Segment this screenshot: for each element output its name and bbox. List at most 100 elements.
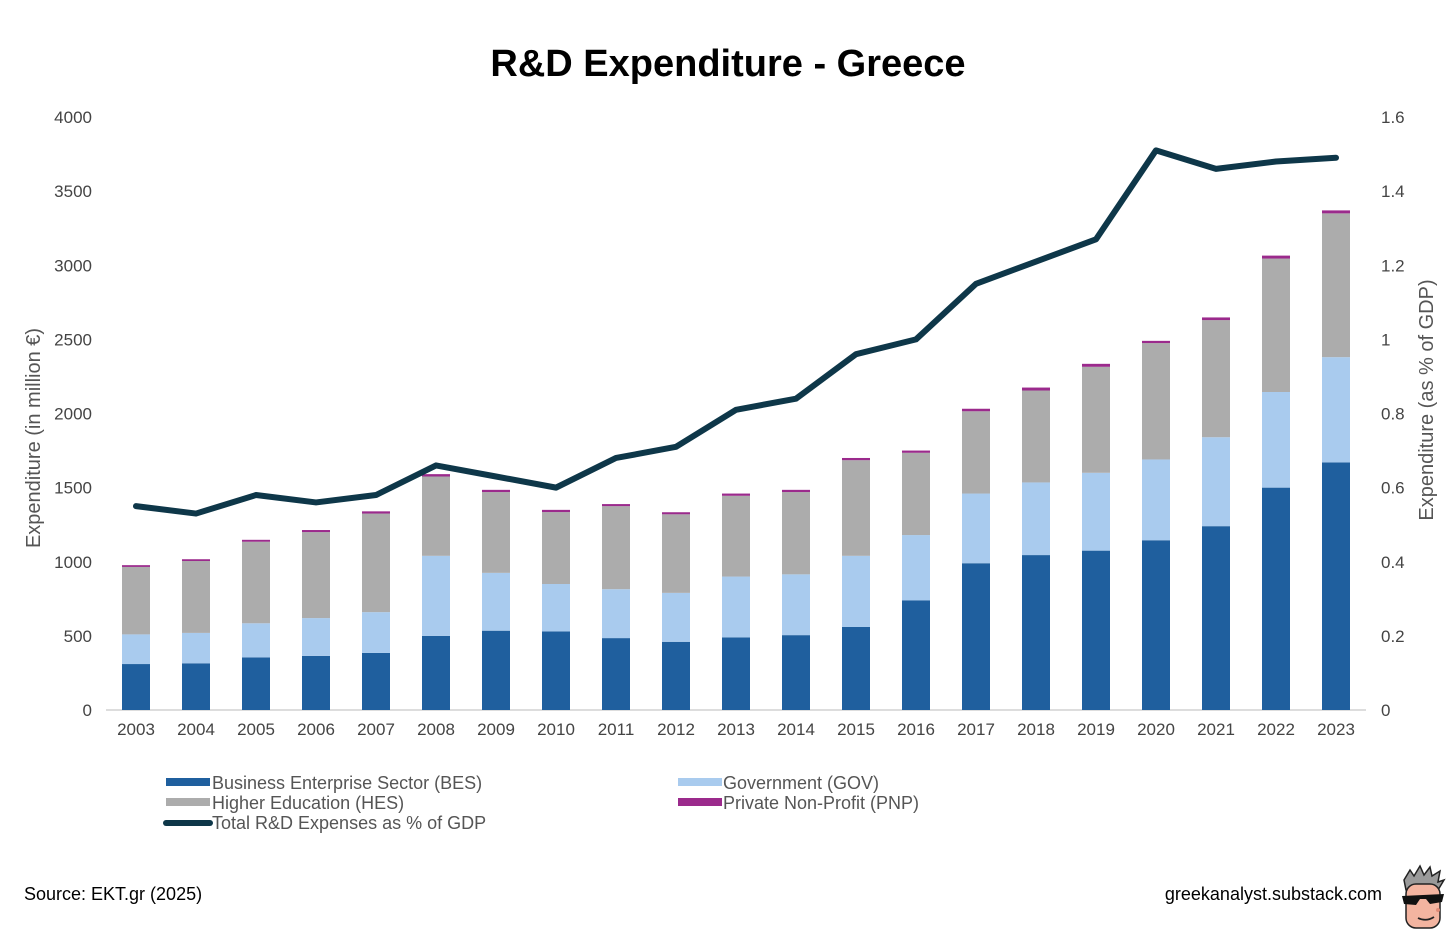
x-tick-label: 2006 — [297, 720, 335, 739]
bar-hes-2011 — [602, 506, 630, 590]
y-tick-label: 2500 — [54, 330, 92, 349]
bar-pnp-2018 — [1022, 387, 1050, 391]
bar-bes-2019 — [1082, 550, 1110, 710]
legend-label-gov: Government (GOV) — [723, 773, 879, 793]
y-tick-label: 3000 — [54, 256, 92, 275]
y2-tick-label: 1 — [1381, 330, 1390, 349]
bar-bes-2020 — [1142, 540, 1170, 710]
y2-axis-ticks: 0 0.2 0.4 0.6 0.8 1 1.2 1.4 1.6 — [1381, 108, 1405, 720]
source-note: Source: EKT.gr (2025) — [24, 884, 202, 904]
x-tick-label: 2023 — [1317, 720, 1355, 739]
bar-gov-2003 — [122, 634, 150, 665]
sunglasses-avatar-icon — [1402, 864, 1446, 929]
legend-swatch-pnp — [678, 798, 722, 806]
bar-pnp-2010 — [542, 509, 570, 513]
bar-pnp-2015 — [842, 457, 870, 461]
bar-hes-2013 — [722, 495, 750, 577]
bar-bes-2013 — [722, 637, 750, 710]
x-tick-label: 2021 — [1197, 720, 1235, 739]
legend-label-bes: Business Enterprise Sector (BES) — [212, 773, 482, 793]
bar-bes-2009 — [482, 630, 510, 710]
gdp-percentage-line — [133, 147, 1339, 517]
x-tick-label: 2010 — [537, 720, 575, 739]
x-tick-label: 2003 — [117, 720, 155, 739]
x-tick-label: 2016 — [897, 720, 935, 739]
bar-hes-2005 — [242, 541, 270, 624]
bar-hes-2004 — [182, 561, 210, 633]
x-tick-label: 2007 — [357, 720, 395, 739]
legend-swatch-hes — [166, 798, 210, 806]
bar-hes-2015 — [842, 460, 870, 556]
bar-gov-2021 — [1202, 437, 1230, 527]
bar-bes-2021 — [1202, 526, 1230, 710]
bar-gov-2007 — [362, 612, 390, 653]
bar-gov-2016 — [902, 535, 930, 601]
y-tick-label: 500 — [64, 627, 92, 646]
y-axis-ticks: 0 500 1000 1500 2000 2500 3000 3500 4000 — [54, 108, 92, 720]
bar-pnp-2017 — [962, 408, 990, 412]
y2-tick-label: 1.4 — [1381, 182, 1405, 201]
x-tick-label: 2009 — [477, 720, 515, 739]
legend-swatch-bes — [166, 778, 210, 786]
bar-gov-2019 — [1082, 472, 1110, 551]
y2-axis-label: Expenditure (as % of GDP) — [1416, 279, 1438, 520]
bar-gov-2018 — [1022, 482, 1050, 556]
bar-gov-2005 — [242, 623, 270, 658]
chart-title: R&D Expenditure - Greece — [490, 43, 965, 85]
bar-gov-2017 — [962, 493, 990, 564]
bar-pnp-2020 — [1142, 340, 1170, 344]
bar-pnp-2005 — [242, 539, 270, 542]
bar-bes-2016 — [902, 600, 930, 710]
y2-tick-label: 0.2 — [1381, 627, 1405, 646]
y-axis-label: Expenditure (in million €) — [23, 328, 45, 548]
bar-hes-2009 — [482, 492, 510, 573]
bar-hes-2003 — [122, 566, 150, 635]
bar-pnp-2016 — [902, 450, 930, 453]
x-tick-label: 2022 — [1257, 720, 1295, 739]
y2-tick-label: 1.2 — [1381, 256, 1405, 275]
bar-gov-2013 — [722, 576, 750, 638]
bar-gov-2009 — [482, 572, 510, 631]
legend: Business Enterprise Sector (BES) Governm… — [163, 773, 919, 833]
x-tick-label: 2014 — [777, 720, 815, 739]
bar-bes-2012 — [662, 641, 690, 710]
y-tick-label: 1500 — [54, 479, 92, 498]
bar-pnp-2022 — [1262, 255, 1290, 259]
bar-hes-2016 — [902, 452, 930, 536]
legend-label-gdp-line: Total R&D Expenses as % of GDP — [212, 813, 486, 833]
x-tick-label: 2004 — [177, 720, 215, 739]
bar-gov-2004 — [182, 632, 210, 664]
bar-hes-2008 — [422, 476, 450, 556]
bar-gov-2011 — [602, 589, 630, 639]
bar-hes-2014 — [782, 492, 810, 575]
bar-pnp-2007 — [362, 511, 390, 514]
y-tick-label: 4000 — [54, 108, 92, 127]
x-tick-label: 2013 — [717, 720, 755, 739]
bar-bes-2008 — [422, 635, 450, 710]
y2-tick-label: 0.6 — [1381, 479, 1405, 498]
x-axis-ticks: 2003 2004 2005 2006 2007 2008 2009 2010 2011 2012… — [117, 720, 1355, 739]
bar-bes-2004 — [182, 663, 210, 710]
bar-hes-2018 — [1022, 390, 1050, 483]
bar-hes-2012 — [662, 514, 690, 593]
bar-bes-2018 — [1022, 555, 1050, 710]
bar-hes-2006 — [302, 532, 330, 619]
bar-pnp-2014 — [782, 489, 810, 493]
site-credit: greekanalyst.substack.com — [1165, 884, 1382, 904]
bar-pnp-2006 — [302, 530, 330, 533]
bar-gov-2020 — [1142, 459, 1170, 541]
bar-hes-2010 — [542, 512, 570, 584]
x-tick-label: 2019 — [1077, 720, 1115, 739]
bar-hes-2022 — [1262, 258, 1290, 393]
bar-bes-2023 — [1322, 462, 1350, 710]
bar-hes-2021 — [1202, 320, 1230, 438]
gdp-line-layer — [133, 147, 1339, 517]
bars — [122, 210, 1350, 710]
x-tick-label: 2012 — [657, 720, 695, 739]
bar-pnp-2019 — [1082, 363, 1110, 367]
x-tick-label: 2011 — [598, 720, 635, 739]
bar-hes-2007 — [362, 513, 390, 613]
bar-hes-2017 — [962, 411, 990, 494]
legend-label-pnp: Private Non-Profit (PNP) — [723, 793, 919, 813]
y-tick-label: 2000 — [54, 405, 92, 424]
